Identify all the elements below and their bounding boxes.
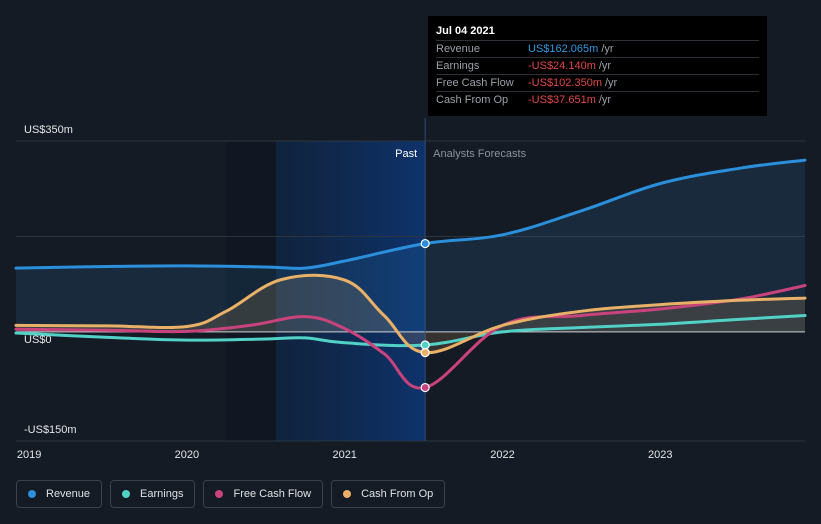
free-cash-flow-dot-icon bbox=[215, 490, 224, 498]
tooltip-value: -US$37.651m bbox=[528, 94, 596, 106]
tooltip-unit: /yr bbox=[598, 94, 612, 106]
tooltip: Jul 04 2021 Revenue US$162.065m /yr Earn… bbox=[428, 16, 767, 116]
tooltip-label: Cash From Op bbox=[436, 94, 509, 106]
tooltip-unit: /yr bbox=[605, 77, 618, 89]
tooltip-date: Jul 04 2021 bbox=[436, 25, 495, 37]
cash-from-op-area bbox=[16, 275, 805, 353]
y-tick-label: US$0 bbox=[24, 334, 52, 346]
revenue-marker bbox=[420, 238, 430, 249]
tooltip-label: Free Cash Flow bbox=[436, 77, 514, 89]
legend-label: Revenue bbox=[46, 488, 91, 500]
x-tick-label: 2022 bbox=[490, 449, 514, 461]
revenue-line bbox=[14, 158, 807, 270]
legend: Revenue Earnings Free Cash Flow Cash Fro… bbox=[16, 480, 446, 508]
legend-label: Free Cash Flow bbox=[233, 488, 312, 500]
tooltip-row-cash-from-op: Cash From Op -US$37.651m /yr bbox=[436, 91, 759, 108]
tooltip-row-revenue: Revenue US$162.065m /yr bbox=[436, 40, 759, 57]
cash-from-op-marker bbox=[420, 348, 430, 358]
x-tick-label: 2020 bbox=[175, 449, 199, 461]
free-cash-flow-line bbox=[14, 284, 807, 390]
legend-item-revenue[interactable]: Revenue bbox=[16, 480, 103, 508]
legend-item-earnings[interactable]: Earnings bbox=[110, 480, 196, 508]
x-tick-label: 2021 bbox=[332, 449, 356, 461]
earnings-marker bbox=[420, 340, 430, 350]
tooltip-label: Revenue bbox=[436, 43, 481, 55]
legend-label: Earnings bbox=[140, 488, 184, 500]
tooltip-row-free-cash-flow: Free Cash Flow -US$102.350m /yr bbox=[436, 74, 759, 91]
past-highlight-band bbox=[276, 141, 426, 441]
past-band-dark bbox=[226, 141, 276, 441]
forecast-label: Analysts Forecasts bbox=[433, 148, 526, 160]
free-cash-flow-marker bbox=[420, 382, 430, 393]
tooltip-value: -US$102.350m bbox=[528, 77, 602, 89]
earnings-dot-icon bbox=[122, 490, 131, 498]
revenue-dot-icon bbox=[28, 490, 36, 498]
legend-item-cash-from-op[interactable]: Cash From Op bbox=[331, 480, 446, 508]
x-tick-label: 2023 bbox=[648, 449, 672, 461]
tooltip-value: US$162.065m bbox=[528, 43, 599, 55]
legend-item-free-cash-flow[interactable]: Free Cash Flow bbox=[203, 480, 324, 508]
x-tick-label: 2019 bbox=[17, 449, 41, 461]
legend-label: Cash From Op bbox=[361, 488, 434, 500]
tooltip-unit: /yr bbox=[598, 60, 612, 72]
cash-from-op-line bbox=[14, 273, 807, 355]
tooltip-row-earnings: Earnings -US$24.140m /yr bbox=[436, 57, 759, 74]
tooltip-label: Earnings bbox=[436, 60, 480, 72]
y-tick-label: US$350m bbox=[24, 124, 73, 136]
y-tick-label: -US$150m bbox=[24, 424, 77, 436]
cash-from-op-dot-icon bbox=[343, 490, 352, 498]
tooltip-unit: /yr bbox=[601, 43, 614, 55]
tooltip-value: -US$24.140m bbox=[528, 60, 596, 72]
earnings-line bbox=[14, 314, 807, 348]
past-label: Past bbox=[395, 148, 417, 160]
